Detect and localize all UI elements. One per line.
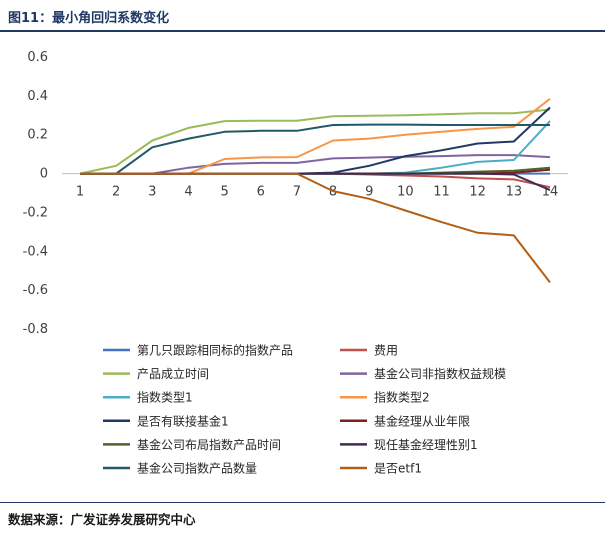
line-chart: 0.60.40.20-0.2-0.4-0.6-0.81 2 3 4 5 6 7 8 9 10 11 1…	[23, 50, 568, 476]
x-tick-label: 12	[469, 185, 486, 200]
series-line-11	[80, 123, 550, 175]
x-tick-label: 3	[148, 185, 156, 200]
legend-item: 是否有联接基金1	[103, 413, 229, 428]
legend-item: 第几只跟踪相同标的指数产品	[103, 343, 293, 358]
y-tick-label: 0.4	[27, 89, 48, 104]
y-tick-label: -0.8	[23, 322, 48, 337]
y-tick-label: -0.2	[23, 205, 48, 220]
legend-item: 基金公司非指数权益规模	[340, 366, 506, 381]
x-tick-label: 11	[433, 185, 450, 200]
legend-label: 费用	[374, 344, 398, 358]
source-divider	[0, 502, 605, 503]
legend-item: 基金公司布局指数产品时间	[103, 437, 281, 452]
y-tick-label: -0.6	[23, 283, 48, 298]
data-source: 数据来源：广发证券发展研究中心	[8, 512, 196, 527]
legend-label: 基金公司布局指数产品时间	[137, 437, 281, 452]
legend-label: 是否有联接基金1	[137, 413, 229, 428]
legend-label: 基金公司非指数权益规模	[374, 366, 506, 381]
x-tick-label: 1	[76, 185, 84, 200]
x-tick-label: 5	[220, 185, 228, 200]
legend-label: 基金公司指数产品数量	[137, 461, 257, 476]
legend-label: 指数类型2	[374, 390, 430, 405]
x-tick-label: 13	[506, 185, 523, 200]
y-tick-label: 0	[40, 167, 48, 182]
chart-axes: 0.60.40.20-0.2-0.4-0.6-0.81 2 3 4 5 6 7 8 9 10 11 1…	[23, 50, 568, 337]
x-tick-label: 6	[257, 185, 265, 200]
figure-title: 图11：最小角回归系数变化	[8, 11, 170, 26]
legend-label: 基金经理从业年限	[374, 413, 470, 428]
legend-item: 是否etf1	[340, 462, 422, 476]
series-line-12	[80, 172, 551, 284]
title-divider	[0, 30, 605, 32]
legend-item: 指数类型1	[103, 390, 193, 405]
legend-label: 是否etf1	[374, 462, 422, 476]
legend-item: 指数类型2	[340, 390, 430, 405]
series-line-3	[79, 108, 551, 175]
y-tick-label: 0.6	[27, 50, 48, 65]
legend-label: 产品成立时间	[137, 366, 209, 381]
legend-label: 指数类型1	[137, 390, 193, 405]
chart-series	[79, 98, 551, 284]
y-tick-label: 0.2	[27, 128, 48, 143]
legend-item: 产品成立时间	[103, 366, 209, 381]
legend-label: 第几只跟踪相同标的指数产品	[137, 343, 293, 358]
x-tick-label: 7	[293, 185, 301, 200]
x-tick-label: 9	[365, 185, 373, 200]
legend-label: 现任基金经理性别1	[374, 437, 478, 452]
y-tick-label: -0.4	[23, 244, 48, 259]
legend-item: 基金公司指数产品数量	[103, 461, 257, 476]
x-tick-label: 10	[397, 185, 414, 200]
legend-item: 基金经理从业年限	[340, 413, 470, 428]
legend-item: 现任基金经理性别1	[340, 437, 478, 452]
legend-item: 费用	[340, 344, 398, 358]
x-tick-label: 4	[184, 185, 192, 200]
x-tick-label: 2	[112, 185, 120, 200]
